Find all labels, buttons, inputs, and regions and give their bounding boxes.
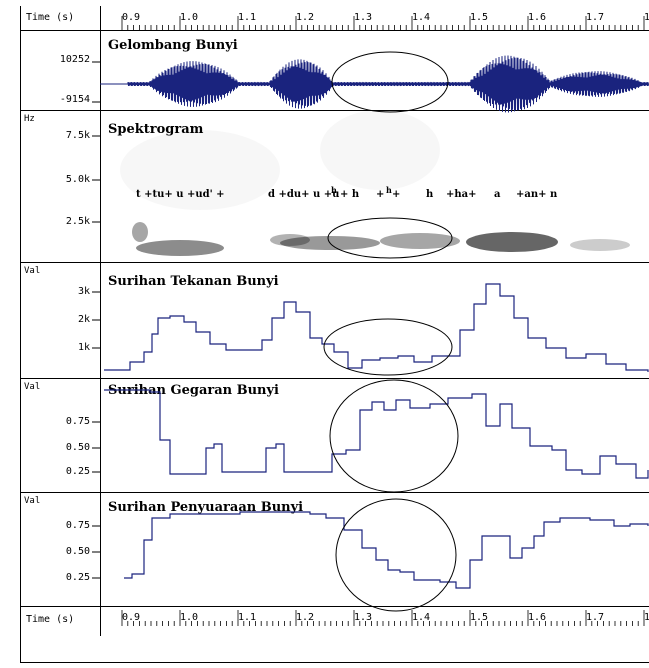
- time-tick-label: 1.1: [238, 612, 257, 623]
- time-ruler-label-top: Time (s): [26, 12, 75, 23]
- panel-separator-1: [20, 110, 649, 111]
- time-tick-label: 0.9: [122, 12, 141, 23]
- spectrogram-label-3: 2.5k: [65, 216, 90, 227]
- time-tick-label: 1.5: [470, 612, 489, 623]
- analysis-window: [20, 6, 649, 663]
- spectrogram-label-1: 7.5k: [65, 130, 90, 141]
- panel-separator-5: [20, 606, 649, 607]
- highlight-ellipse-jitter: [329, 379, 459, 493]
- time-tick-label: 1.6: [528, 12, 547, 23]
- time-tick-label: 1.2: [296, 612, 315, 623]
- time-tick-label: 0.9: [122, 612, 141, 623]
- spectrogram-energy: [132, 222, 630, 256]
- segment-label: +ha+: [446, 189, 477, 200]
- segment-label: +: [376, 189, 385, 200]
- highlight-ellipse-spectrogram: [327, 217, 453, 259]
- time-tick-label: 1.7: [586, 612, 605, 623]
- jitter-title: Surihan Gegaran Bunyi: [108, 383, 279, 398]
- highlight-ellipse-voicing: [335, 498, 457, 612]
- panel-separator-2: [20, 262, 649, 263]
- time-tick-label: 1.6: [528, 612, 547, 623]
- time-tick-label: 1.2: [296, 12, 315, 23]
- segment-label: h: [386, 185, 392, 195]
- time-tick-label: 1.0: [180, 12, 199, 23]
- pressure-unit: Val: [24, 266, 41, 276]
- pressure-label-2: 2k: [77, 314, 90, 325]
- panel-separator-4: [20, 492, 649, 493]
- time-tick-label: 1.5: [470, 12, 489, 23]
- jitter-label-3: 0.25: [65, 466, 90, 477]
- axis-column: [20, 6, 101, 636]
- jitter-unit: Val: [24, 382, 41, 392]
- waveform-title: Gelombang Bunyi: [108, 38, 238, 53]
- segment-label: h: [426, 189, 434, 200]
- spectrogram-title: Spektrogram: [108, 122, 204, 137]
- time-tick-label: 1.0: [180, 612, 199, 623]
- jitter-trace: [104, 389, 649, 479]
- highlight-ellipse-waveform: [331, 51, 449, 113]
- voicing-trace: [124, 511, 649, 589]
- segment-label: + h: [340, 189, 360, 200]
- axis-ticks: [92, 16, 645, 626]
- segment-label: d +du+ u +u: [268, 189, 340, 200]
- waveform-label-max: 10252: [59, 54, 90, 65]
- pressure-label-3: 1k: [77, 342, 90, 353]
- voicing-unit: Val: [24, 496, 41, 506]
- time-tick-label: 1.: [644, 612, 649, 623]
- spectrogram-label-2: 5.0k: [65, 174, 90, 185]
- panel-separator-3: [20, 378, 649, 379]
- ruler-separator-top: [20, 30, 649, 31]
- segment-label: a: [494, 189, 501, 200]
- voicing-label-3: 0.25: [65, 572, 90, 583]
- time-tick-label: 1.3: [354, 12, 373, 23]
- segment-label: h: [331, 185, 337, 195]
- pressure-title: Surihan Tekanan Bunyi: [108, 274, 279, 289]
- voicing-label-2: 0.50: [65, 546, 90, 557]
- voicing-title: Surihan Penyuaraan Bunyi: [108, 500, 304, 515]
- jitter-label-2: 0.50: [65, 442, 90, 453]
- spectrogram-unit: Hz: [24, 114, 35, 124]
- jitter-label-1: 0.75: [65, 416, 90, 427]
- highlight-ellipse-pressure: [323, 318, 453, 376]
- waveform-label-min: -9154: [59, 94, 90, 105]
- voicing-label-1: 0.75: [65, 520, 90, 531]
- time-tick-label: 1.: [644, 12, 649, 23]
- time-tick-label: 1.7: [586, 12, 605, 23]
- time-tick-label: 1.3: [354, 612, 373, 623]
- time-ruler-label-bottom: Time (s): [26, 614, 75, 625]
- pressure-label-1: 3k: [77, 286, 90, 297]
- time-tick-label: 1.4: [412, 612, 431, 623]
- waveform-trace: [127, 55, 649, 113]
- segment-label: +an+ n: [516, 189, 558, 200]
- pressure-trace: [104, 283, 649, 372]
- segment-label: +: [392, 189, 401, 200]
- segment-label: t +tu+ u +ud' +: [136, 189, 225, 200]
- time-tick-label: 1.1: [238, 12, 257, 23]
- time-tick-label: 1.4: [412, 12, 431, 23]
